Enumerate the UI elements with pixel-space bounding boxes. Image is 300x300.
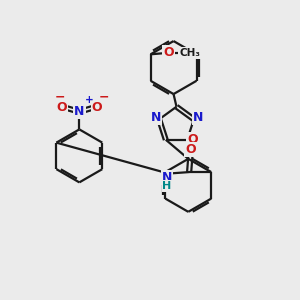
Text: O: O: [163, 46, 174, 59]
Text: O: O: [92, 101, 102, 114]
Text: O: O: [185, 143, 196, 156]
Text: −: −: [99, 91, 109, 104]
Text: N: N: [74, 105, 85, 118]
Text: CH₃: CH₃: [179, 48, 200, 58]
Text: N: N: [193, 111, 203, 124]
Text: O: O: [187, 133, 198, 146]
Text: O: O: [56, 101, 67, 114]
Text: +: +: [85, 95, 94, 106]
Text: H: H: [162, 181, 172, 191]
Text: −: −: [55, 91, 65, 104]
Text: N: N: [150, 111, 161, 124]
Text: N: N: [162, 172, 172, 184]
